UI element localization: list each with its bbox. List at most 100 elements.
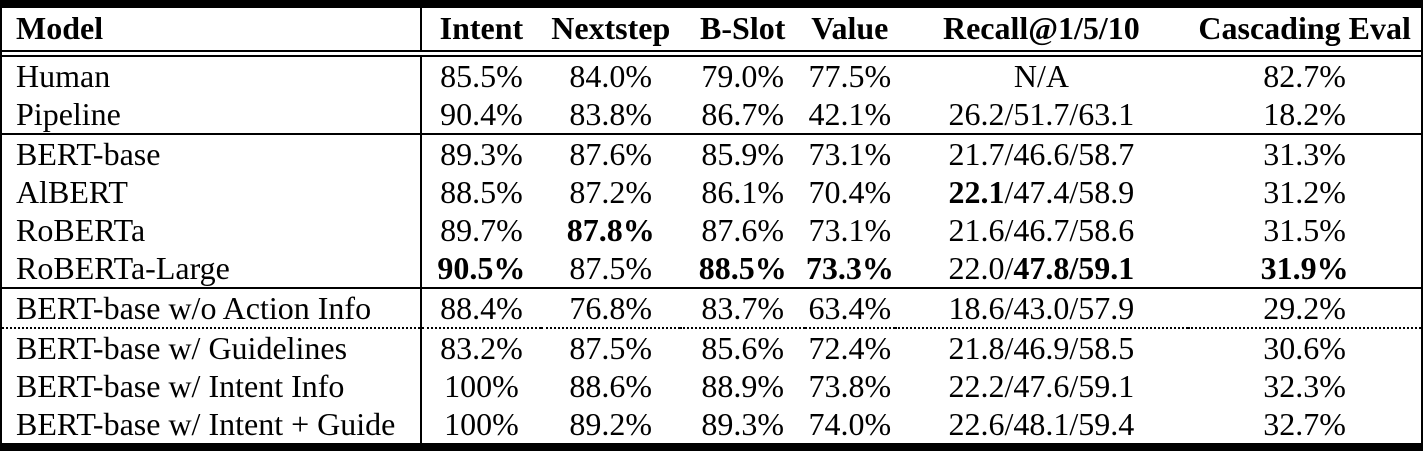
header-cell-b-slot: B-Slot xyxy=(680,8,806,57)
cell-nextstep: 89.2% xyxy=(541,405,680,443)
value-segment: 21.6/46.7/58.6 xyxy=(948,212,1135,248)
value-segment: 74.0% xyxy=(808,406,892,442)
value-segment: 73.1% xyxy=(808,212,892,248)
header-cell-value: Value xyxy=(805,8,895,57)
value-segment: 86.7% xyxy=(701,96,785,132)
value-segment-bold: 31.9% xyxy=(1260,250,1349,286)
value-segment: 85.9% xyxy=(701,136,785,172)
cell-intent: 88.5% xyxy=(421,173,542,211)
cell-nextstep: 84.0% xyxy=(541,54,680,96)
header-cell-nextstep: Nextstep xyxy=(541,8,681,57)
cell-b-slot: 83.7% xyxy=(680,287,806,328)
value-segment: 100% xyxy=(444,406,519,442)
table-row-bert-base: BERT-base 89.3% 87.6% 85.9% 73.1% 21.7/46.6/5… xyxy=(2,133,1421,173)
cell-nextstep: 87.5% xyxy=(541,249,680,288)
cell-intent: 85.5% xyxy=(421,54,542,96)
value-segment: 85.6% xyxy=(701,330,785,366)
header-cell-recall-1-5-10: Recall@1/5/10 xyxy=(894,8,1189,57)
value-segment: 70.4% xyxy=(808,174,892,210)
value-segment-bold: 47.8/59.1 xyxy=(1013,250,1135,286)
cell-recall-1-5-10: 22.1/47.4/58.9 xyxy=(895,173,1189,211)
value-segment: 21.8/46.9/58.5 xyxy=(948,330,1135,366)
model-name: BERT-base w/o Action Info xyxy=(2,287,422,328)
value-segment: 73.8% xyxy=(808,368,892,404)
value-segment: 26.2/51.7/63.1 xyxy=(948,96,1135,132)
value-segment: 89.3% xyxy=(440,136,523,172)
value-segment: 22.2/47.6/59.1 xyxy=(948,368,1135,404)
cell-recall-1-5-10: 21.7/46.6/58.7 xyxy=(894,133,1189,173)
value-segment: 30.6% xyxy=(1263,330,1346,366)
header-cell-model: Model xyxy=(2,8,422,57)
cell-b-slot: 86.7% xyxy=(680,95,805,134)
cell-value: 73.1% xyxy=(805,133,895,173)
value-segment: 82.7% xyxy=(1263,58,1346,94)
value-segment: 86.1% xyxy=(701,174,785,210)
value-segment: 83.8% xyxy=(569,96,653,132)
value-segment: 88.6% xyxy=(569,368,653,404)
value-segment: /47.4/58.9 xyxy=(1004,174,1135,210)
value-segment: 32.7% xyxy=(1263,406,1346,442)
model-name: RoBERTa xyxy=(2,211,422,249)
cell-cascading-eval: 31.3% xyxy=(1188,133,1421,173)
value-segment: 42.1% xyxy=(808,96,892,132)
table-row-albert: AlBERT 88.5% 87.2% 86.1% 70.4% 22.1/47.4/58.9… xyxy=(2,173,1421,211)
value-segment: 72.4% xyxy=(808,330,892,366)
cell-b-slot: 87.6% xyxy=(680,211,805,249)
cell-cascading-eval: 32.3% xyxy=(1188,367,1421,405)
cell-nextstep: 87.2% xyxy=(541,173,680,211)
value-segment: 21.7/46.6/58.7 xyxy=(948,136,1135,172)
cell-cascading-eval: 31.9% xyxy=(1188,249,1421,288)
cell-intent: 100% xyxy=(421,405,542,443)
value-segment-bold: 73.3% xyxy=(805,250,894,286)
cell-cascading-eval: 31.2% xyxy=(1188,173,1421,211)
value-segment: 89.3% xyxy=(701,406,785,442)
value-segment: 76.8% xyxy=(569,290,653,326)
value-segment: 79.0% xyxy=(701,58,785,94)
cell-nextstep: 87.6% xyxy=(541,133,681,173)
cell-nextstep: 76.8% xyxy=(541,287,681,328)
model-name: BERT-base xyxy=(2,133,422,173)
cell-value: 42.1% xyxy=(805,95,894,134)
cell-recall-1-5-10: 22.0/47.8/59.1 xyxy=(895,249,1189,288)
table-head: Model Intent Nextstep B-Slot Value Recall@1/5… xyxy=(2,8,1421,57)
model-name: Pipeline xyxy=(2,95,422,134)
table-row-roberta: RoBERTa 89.7% 87.8% 87.6% 73.1% 21.6/46.7/58.… xyxy=(2,211,1421,249)
model-name: RoBERTa-Large xyxy=(2,249,422,288)
value-segment: 31.2% xyxy=(1263,174,1346,210)
value-segment-bold: 87.8% xyxy=(566,212,655,248)
value-segment: 88.5% xyxy=(440,174,523,210)
table-row-roberta-large: RoBERTa-Large 90.5% 87.5% 88.5% 73.3% 22.0/47… xyxy=(2,249,1421,288)
cell-value: 63.4% xyxy=(805,287,895,328)
value-segment: 63.4% xyxy=(808,290,892,326)
table-row-bert-base-w-intent-guide: BERT-base w/ Intent + Guide 100% 89.2% 89.3… xyxy=(2,405,1421,443)
cell-intent: 100% xyxy=(421,367,542,405)
value-segment: 18.6/43.0/57.9 xyxy=(948,290,1135,326)
value-segment: 87.6% xyxy=(569,136,653,172)
value-segment: 18.2% xyxy=(1263,96,1346,132)
cell-recall-1-5-10: N/A xyxy=(895,54,1189,96)
value-segment: 90.4% xyxy=(440,96,523,132)
cell-cascading-eval: 29.2% xyxy=(1188,287,1421,328)
cell-cascading-eval: 32.7% xyxy=(1188,405,1421,443)
cell-value: 77.5% xyxy=(805,54,894,96)
value-segment-bold: 88.5% xyxy=(698,250,787,286)
value-segment: 83.2% xyxy=(440,330,523,366)
header-row: Model Intent Nextstep B-Slot Value Recall@1/5… xyxy=(2,8,1421,57)
value-segment: 89.7% xyxy=(440,212,523,248)
cell-value: 73.3% xyxy=(805,249,894,288)
model-name: BERT-base w/ Intent Info xyxy=(2,367,422,405)
cell-recall-1-5-10: 18.6/43.0/57.9 xyxy=(894,287,1189,328)
table-body: Human 85.5% 84.0% 79.0% 77.5% N/A 82.7% Pipelin… xyxy=(2,53,1421,443)
value-segment: 85.5% xyxy=(440,58,523,94)
cell-nextstep: 87.5% xyxy=(541,327,681,367)
cell-intent: 89.7% xyxy=(421,211,542,249)
cell-b-slot: 89.3% xyxy=(680,405,805,443)
cell-recall-1-5-10: 22.2/47.6/59.1 xyxy=(895,367,1189,405)
table-row-pipeline: Pipeline 90.4% 83.8% 86.7% 42.1% 26.2/51.7/63… xyxy=(2,95,1421,134)
value-segment: 88.4% xyxy=(440,290,523,326)
cell-recall-1-5-10: 21.6/46.7/58.6 xyxy=(895,211,1189,249)
value-segment: N/A xyxy=(1013,58,1069,94)
value-segment-bold: 90.5% xyxy=(437,250,526,286)
results-table: Model Intent Nextstep B-Slot Value Recall@1/5… xyxy=(2,8,1421,443)
cell-b-slot: 88.5% xyxy=(680,249,805,288)
